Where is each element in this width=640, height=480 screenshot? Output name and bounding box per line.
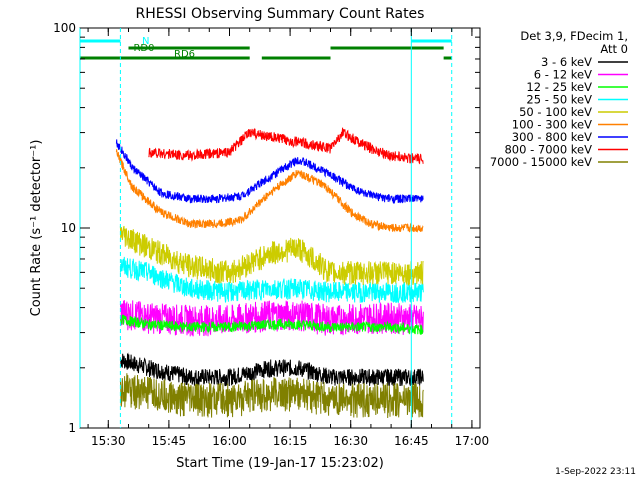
series-line-800-7000-kev	[148, 127, 424, 165]
x-tick-label: 17:00	[455, 434, 490, 448]
y-tick-label: 100	[53, 21, 76, 35]
series-line-300-800-kev	[115, 139, 424, 205]
series-line-100-300-kev	[115, 149, 424, 233]
series-line-50-100-kev	[119, 225, 424, 286]
legend-entry-label: 100 - 300 keV	[512, 118, 592, 132]
legend-entry-label: 300 - 800 keV	[512, 130, 592, 144]
y-axis-label: Count Rate (s⁻¹ detector⁻¹)	[29, 140, 44, 317]
legend-entry-label: 50 - 100 keV	[519, 105, 592, 119]
series-line-12-25-kev	[119, 314, 424, 335]
x-tick-label: 15:30	[91, 434, 126, 448]
x-tick-label: 16:30	[333, 434, 368, 448]
legend-entry-label: 25 - 50 keV	[526, 93, 592, 107]
legend-header-line-1: Det 3,9, FDecim 1,	[520, 29, 628, 43]
legend-header-line-2: Att 0	[600, 42, 628, 56]
series-line-7000-15000-kev	[119, 373, 424, 419]
x-tick-label: 15:45	[152, 434, 187, 448]
legend-entry-label: 3 - 6 keV	[541, 55, 592, 69]
x-tick-label: 16:45	[394, 434, 429, 448]
generated-timestamp: 1-Sep-2022 23:11	[555, 467, 636, 477]
annotation-label-n: N	[142, 36, 149, 47]
annotation-label-rd0: RD0	[133, 43, 154, 54]
legend-entry-label: 6 - 12 keV	[534, 68, 592, 82]
legend-entry-label: 800 - 7000 keV	[504, 143, 592, 157]
y-tick-label: 10	[61, 221, 76, 235]
x-tick-label: 16:15	[273, 434, 308, 448]
legend-entry-label: 7000 - 15000 keV	[490, 155, 592, 169]
series-line-3-6-kev	[119, 352, 424, 387]
x-axis-label: Start Time (19-Jan-17 15:23:02)	[176, 456, 384, 471]
annotation-label-rd6: RD6	[174, 49, 195, 60]
y-tick-label: 1	[68, 421, 76, 435]
x-tick-label: 16:00	[212, 434, 247, 448]
series-layer	[115, 127, 424, 419]
axis-layer: 15:30 15:45 16:00 16:15 16:30 16:45 17:00 1 10 10…	[53, 21, 489, 448]
legend-entry-label: 12 - 25 keV	[526, 80, 592, 94]
chart-title: RHESSI Observing Summary Count Rates	[136, 6, 425, 22]
